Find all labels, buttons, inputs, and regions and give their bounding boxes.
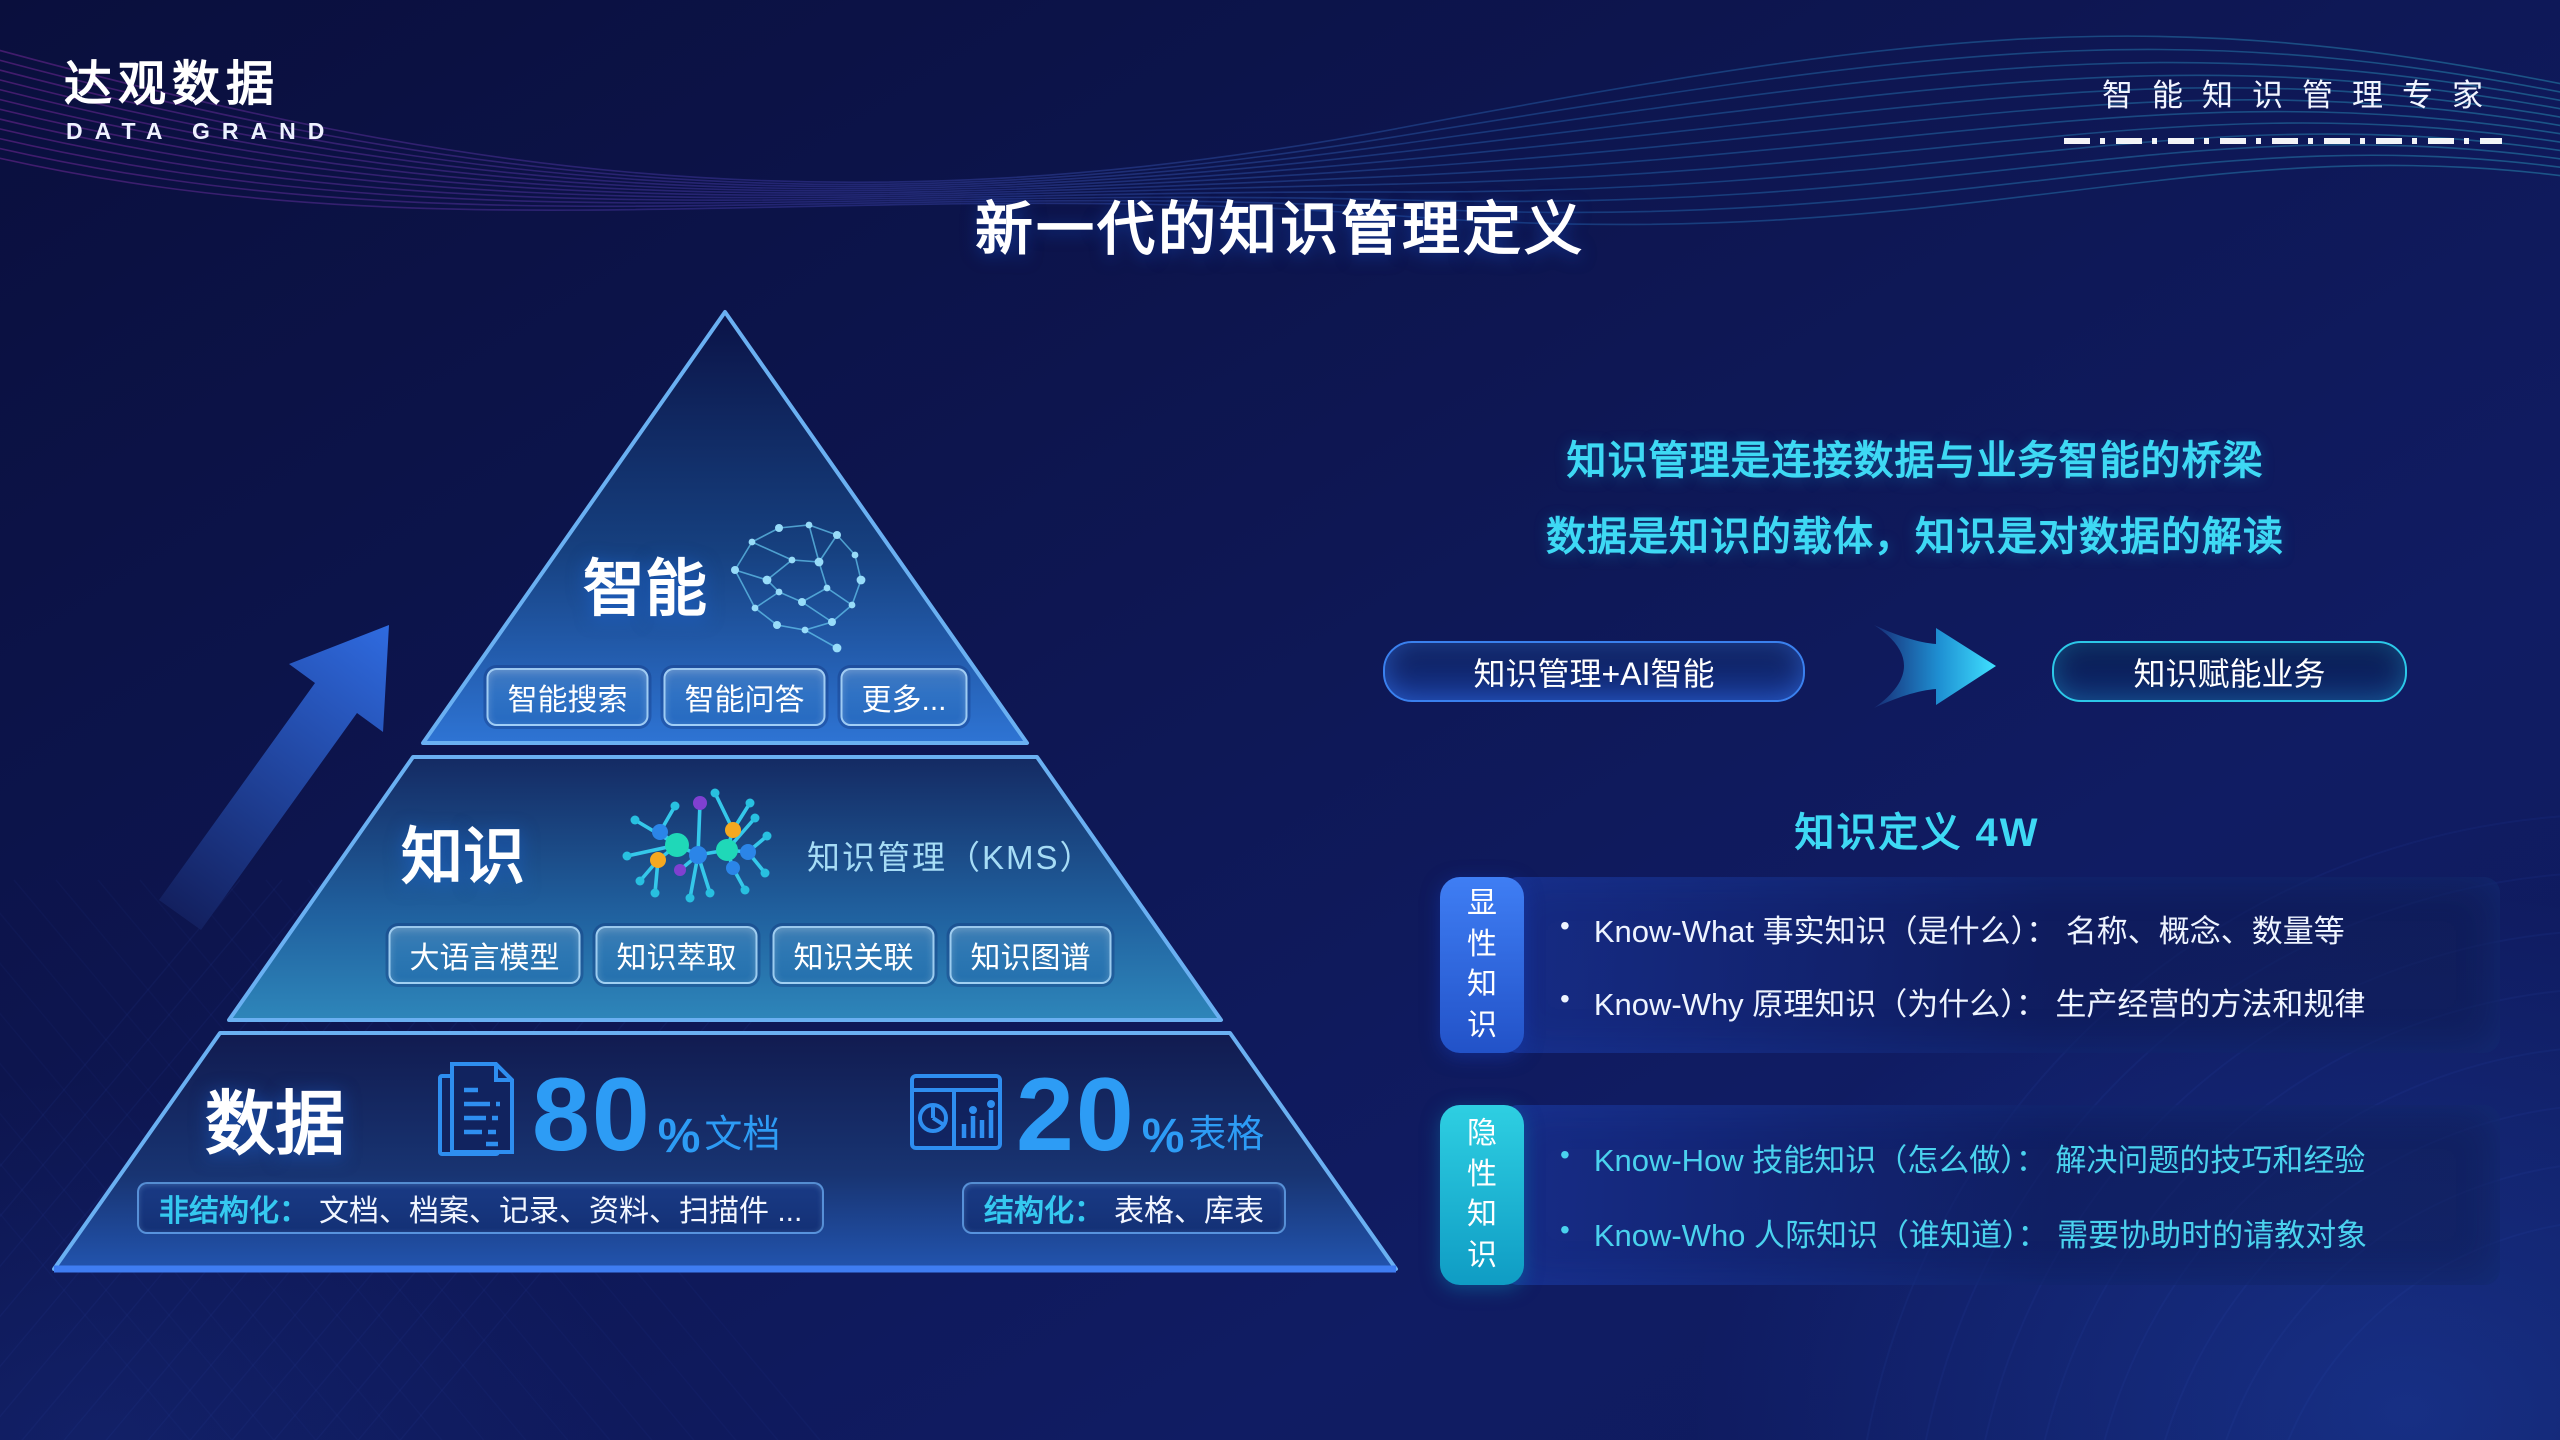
logo-en: DATA GRAND bbox=[66, 118, 337, 144]
flow-arrow-icon bbox=[1874, 625, 1996, 708]
pyramid-band-middle bbox=[227, 755, 1223, 1022]
bullet-marker: • bbox=[1560, 1139, 1570, 1170]
bullet-know-what-text: Know-What 事实知识（是什么）： 名称、概念、数量等 bbox=[1593, 913, 2345, 949]
structured-items: 表格、库表 bbox=[1114, 1195, 1264, 1228]
bullet-know-why: • Know-Why 原理知识（为什么）： 生产经营的方法和规律 bbox=[1560, 979, 2484, 1024]
growth-arrow-icon bbox=[159, 625, 389, 930]
tacit-knowledge-tab: 隐性知识 bbox=[1440, 1105, 1524, 1285]
bullet-know-who: • Know-Who 人际知识（谁知道）： 需要协助时的请教对象 bbox=[1560, 1210, 2484, 1255]
top-tag-row: 智能搜索 智能问答 更多... bbox=[486, 668, 968, 726]
intro-line-2: 数据是知识的载体，知识是对数据的解读 bbox=[1546, 515, 2284, 559]
knowledge-graph-icon bbox=[622, 788, 772, 903]
explicit-knowledge-tab-label: 显性知识 bbox=[1467, 887, 1497, 1042]
tag-more: 更多... bbox=[840, 668, 968, 726]
tag-knowledge-graph: 知识图谱 bbox=[949, 926, 1112, 984]
tag-knowledge-extraction: 知识萃取 bbox=[595, 926, 758, 984]
explicit-knowledge-box: • Know-What 事实知识（是什么）： 名称、概念、数量等 • Know-… bbox=[1440, 877, 2500, 1053]
bullet-marker: • bbox=[1560, 983, 1570, 1015]
tacit-knowledge-box: • Know-How 技能知识（怎么做）： 解决问题的技巧和经验 • Know-… bbox=[1440, 1105, 2500, 1285]
table-percent-unit: % bbox=[1141, 1109, 1185, 1163]
header-tagline: 智能知识管理专家 bbox=[2102, 78, 2502, 113]
bullet-know-how-text: Know-How 技能知识（怎么做）： 解决问题的技巧和经验 bbox=[1593, 1143, 2366, 1178]
chart-table-icon bbox=[910, 1074, 1002, 1150]
kms-label: 知识管理（KMS） bbox=[807, 839, 1095, 876]
doc-percent-unit: % bbox=[657, 1109, 701, 1163]
doc-percent-value: 80 bbox=[532, 1056, 652, 1173]
pyramid-band-top bbox=[421, 310, 1029, 745]
tag-smart-qa: 智能问答 bbox=[663, 668, 826, 726]
page-title: 新一代的知识管理定义 bbox=[974, 197, 1585, 262]
table-percent-label: 表格 bbox=[1188, 1114, 1265, 1156]
tag-knowledge-association: 知识关联 bbox=[772, 926, 935, 984]
bullet-marker: • bbox=[1560, 1214, 1570, 1245]
flow-pill-knowledge-business: 知识赋能业务 bbox=[2052, 641, 2407, 702]
bullet-know-what: • Know-What 事实知识（是什么）： 名称、概念、数量等 bbox=[1560, 906, 2484, 951]
doc-percent-stat: 80 % 文档 bbox=[532, 1056, 781, 1173]
level-label-knowledge: 知识 bbox=[401, 823, 526, 892]
level-label-intelligence: 智能 bbox=[583, 555, 708, 624]
document-icon bbox=[438, 1062, 514, 1156]
doc-percent-label: 文档 bbox=[704, 1114, 781, 1156]
section-title-4w: 知识定义 4W bbox=[1794, 811, 2040, 855]
logo-cn: 达观数据 bbox=[64, 58, 281, 111]
intro-line-1: 知识管理是连接数据与业务智能的桥梁 bbox=[1566, 439, 2264, 483]
explicit-knowledge-tab: 显性知识 bbox=[1440, 877, 1524, 1053]
bullet-marker: • bbox=[1560, 909, 1570, 941]
middle-tag-row: 大语言模型 知识萃取 知识关联 知识图谱 bbox=[388, 926, 1112, 984]
bullet-know-why-text: Know-Why 原理知识（为什么）： 生产经营的方法和规律 bbox=[1593, 987, 2366, 1023]
bullet-know-how: • Know-How 技能知识（怎么做）： 解决问题的技巧和经验 bbox=[1560, 1135, 2484, 1180]
unstructured-data-pill: 非结构化： 文档、档案、记录、资料、扫描件 ... bbox=[137, 1182, 825, 1234]
brain-network-icon bbox=[731, 521, 866, 653]
structured-key: 结构化： bbox=[984, 1195, 1104, 1228]
unstructured-key: 非结构化： bbox=[159, 1195, 309, 1228]
structured-data-pill: 结构化： 表格、库表 bbox=[962, 1182, 1286, 1234]
table-percent-stat: 20 % 表格 bbox=[1016, 1056, 1265, 1173]
unstructured-items: 文档、档案、记录、资料、扫描件 ... bbox=[319, 1195, 803, 1228]
flow-pill-km-ai: 知识管理+AI智能 bbox=[1383, 641, 1805, 702]
tacit-knowledge-content: • Know-How 技能知识（怎么做）： 解决问题的技巧和经验 • Know-… bbox=[1502, 1105, 2500, 1285]
tagline-dash-line bbox=[2064, 138, 2502, 144]
tacit-knowledge-tab-label: 隐性知识 bbox=[1467, 1117, 1497, 1272]
level-label-data: 数据 bbox=[205, 1085, 345, 1163]
tag-llm: 大语言模型 bbox=[388, 926, 581, 984]
table-percent-value: 20 bbox=[1016, 1056, 1136, 1173]
tag-smart-search: 智能搜索 bbox=[486, 668, 649, 726]
bullet-know-who-text: Know-Who 人际知识（谁知道）： 需要协助时的请教对象 bbox=[1593, 1218, 2368, 1253]
explicit-knowledge-content: • Know-What 事实知识（是什么）： 名称、概念、数量等 • Know-… bbox=[1502, 877, 2500, 1053]
